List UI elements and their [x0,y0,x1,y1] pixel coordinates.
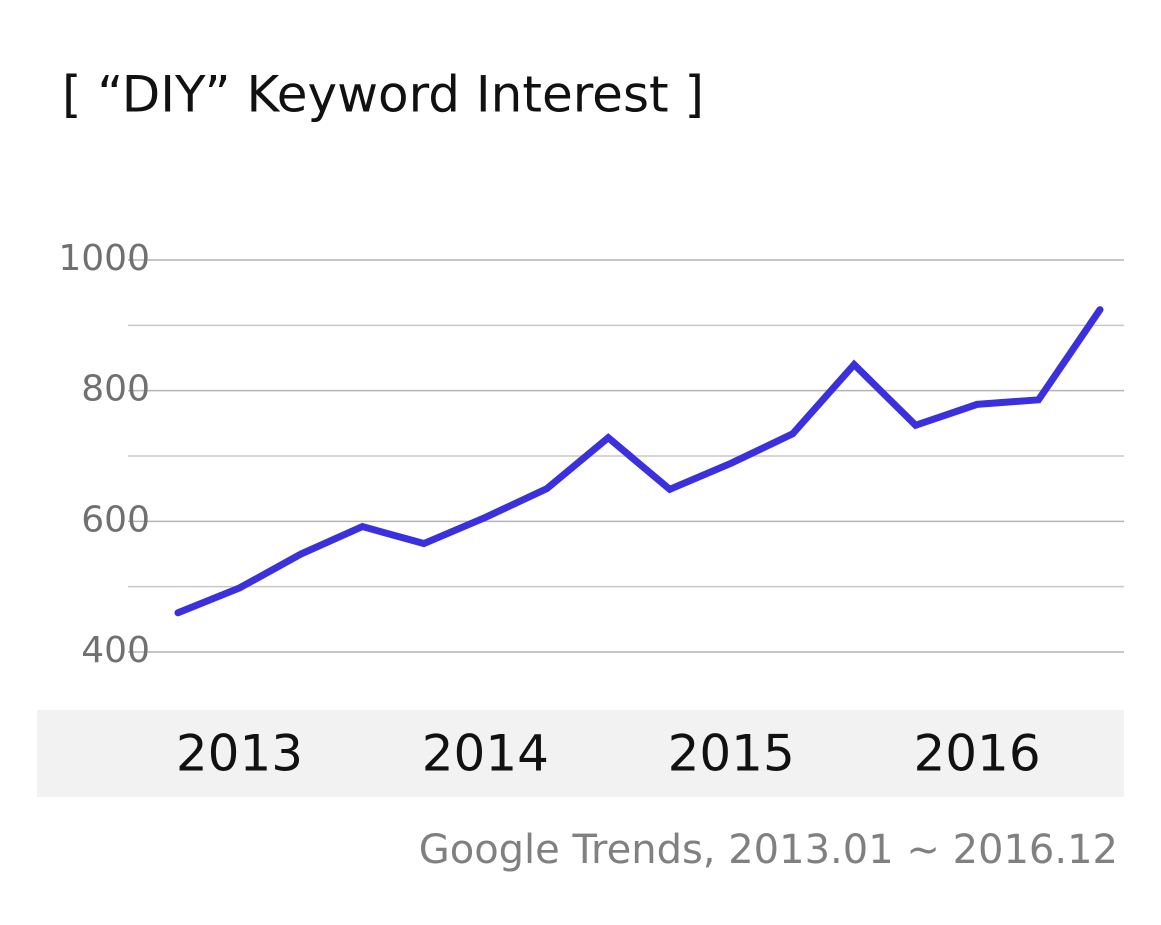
y-tick-label: 1000 [58,238,150,279]
x-axis-band [37,710,1124,797]
x-tick-label: 2015 [668,725,795,783]
y-tick-label: 400 [81,630,150,671]
x-tick-label: 2014 [422,725,549,783]
y-tick-label: 600 [81,499,150,540]
x-tick-label: 2013 [176,725,303,783]
x-tick-label: 2016 [913,725,1040,783]
data-line [174,306,1104,617]
source-note: Google Trends, 2013.01 ~ 2016.12 [419,827,1118,873]
chart-title: [ “DIY” Keyword Interest ] [62,66,704,124]
y-tick-label: 800 [81,369,150,410]
